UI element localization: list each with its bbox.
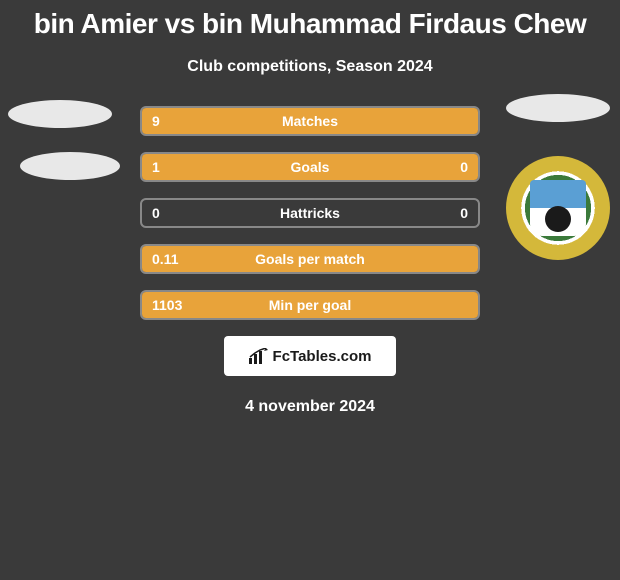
stat-row: 1Goals0 bbox=[140, 152, 480, 182]
stat-label: Goals per match bbox=[142, 246, 478, 272]
stat-row: 0.11Goals per match bbox=[140, 244, 480, 274]
subtitle: Club competitions, Season 2024 bbox=[0, 58, 620, 76]
stat-right-value: 0 bbox=[450, 154, 478, 180]
stat-row: 1103Min per goal bbox=[140, 290, 480, 320]
stat-label: Matches bbox=[142, 108, 478, 134]
stat-bars: 9Matches1Goals00Hattricks00.11Goals per … bbox=[140, 106, 480, 320]
stat-right-value: 0 bbox=[450, 200, 478, 226]
stat-label: Min per goal bbox=[142, 292, 478, 318]
player1-club-placeholder bbox=[20, 152, 120, 180]
footer-date: 4 november 2024 bbox=[0, 398, 620, 416]
stat-label: Goals bbox=[142, 154, 478, 180]
club-shield-icon bbox=[530, 180, 586, 236]
branding-text: FcTables.com bbox=[273, 348, 372, 365]
player1-avatar-placeholder bbox=[8, 100, 112, 128]
ball-icon bbox=[545, 206, 571, 232]
stat-label: Hattricks bbox=[142, 200, 478, 226]
branding-badge: FcTables.com bbox=[224, 336, 396, 376]
stat-row: 9Matches bbox=[140, 106, 480, 136]
player2-avatar-placeholder bbox=[506, 94, 610, 122]
page-title: bin Amier vs bin Muhammad Firdaus Chew bbox=[0, 0, 620, 40]
chart-icon bbox=[249, 348, 269, 364]
stats-area: 9Matches1Goals00Hattricks00.11Goals per … bbox=[0, 106, 620, 320]
player2-club-badge bbox=[506, 156, 610, 260]
stat-row: 0Hattricks0 bbox=[140, 198, 480, 228]
